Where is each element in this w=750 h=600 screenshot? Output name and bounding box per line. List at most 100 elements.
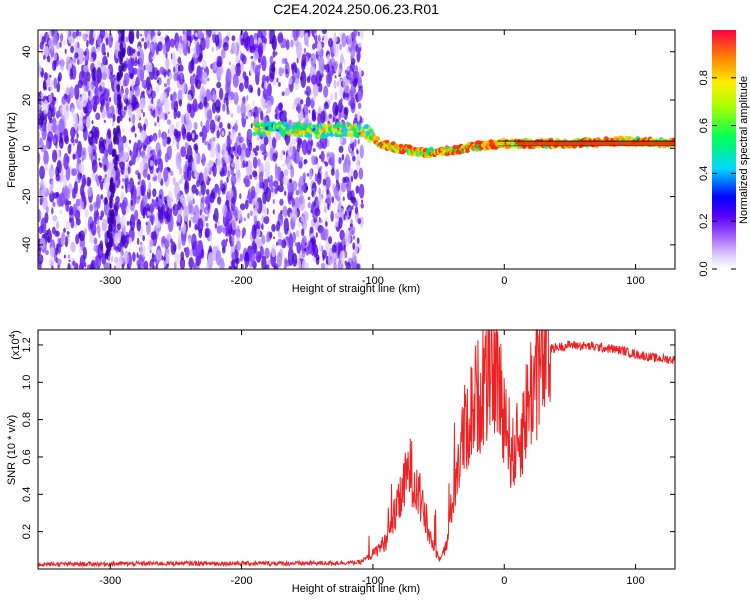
spectrogram-noise-dot	[100, 65, 107, 75]
spectrogram-noise-dot	[246, 95, 249, 101]
spectrogram-noise-dot	[83, 85, 87, 93]
spectrogram-noise-dot	[42, 54, 46, 60]
spectrogram-noise-dot	[195, 79, 202, 90]
spectrogram-y-tick-label: 0	[21, 145, 33, 151]
spectrogram-noise-dot	[200, 248, 205, 259]
spectrogram-noise-dot	[140, 33, 143, 37]
spectrogram-noise-dot	[271, 136, 277, 149]
spectrogram-noise-dot	[141, 194, 148, 207]
spectrogram-noise-dot	[240, 101, 246, 119]
spectrogram-noise-dot	[105, 37, 109, 46]
snr-x-tick-label: -200	[231, 575, 253, 587]
spectrogram-noise-dot	[53, 106, 56, 113]
spectrogram-noise-dot	[87, 144, 93, 154]
spectrogram-noise-dot	[96, 46, 101, 53]
spectrogram-noise-dot	[142, 97, 146, 106]
spectrogram-streak-dot	[109, 178, 114, 187]
spectrogram-noise-dot	[259, 143, 266, 152]
spectrogram-noise-dot	[337, 261, 341, 269]
spectrogram-noise-dot	[335, 169, 340, 181]
spectrogram-noise-dot	[216, 155, 223, 172]
spectrogram-noise-dot	[340, 181, 347, 193]
spectrogram-noise-dot	[126, 183, 131, 193]
spectrogram-noise-dot	[197, 102, 204, 110]
spectrogram-noise-dot	[76, 30, 79, 37]
spectrogram-noise-dot	[328, 236, 333, 244]
spectrogram-noise-dot	[65, 86, 71, 96]
spectrogram-noise-dot	[38, 130, 41, 137]
spectrogram-noise-dot	[192, 216, 196, 224]
spectrogram-noise-dot	[326, 153, 330, 157]
spectrogram-noise-dot	[320, 262, 326, 269]
spectrogram-noise-dot	[350, 196, 357, 204]
spectrogram-noise-dot	[121, 265, 124, 269]
spectrogram-noise-dot	[68, 35, 74, 45]
spectrogram-noise-dot	[91, 120, 94, 125]
spectrogram-noise-dot	[187, 234, 192, 245]
spectrogram-noise-dot	[207, 256, 214, 269]
spectrogram-noise-dot	[142, 111, 145, 118]
colorbar-label: Normalized spectral amplitude	[738, 76, 750, 224]
spectrogram-noise-dot	[195, 240, 201, 256]
spectrogram-noise-dot	[96, 36, 100, 46]
spectrogram-noise-dot	[208, 203, 211, 210]
spectrogram-noise-dot	[231, 251, 237, 261]
spectrogram-noise-dot	[140, 179, 146, 197]
spectrogram-noise-dot	[287, 142, 294, 157]
spectrogram-noise-dot	[138, 195, 141, 200]
spectrogram-noise-dot	[224, 92, 229, 101]
spectrogram-noise-dot	[95, 112, 101, 121]
spectrogram-noise-dot	[181, 124, 186, 137]
spectrogram-noise-dot	[80, 124, 84, 131]
spectrogram-noise-dot	[199, 209, 202, 216]
spectrogram-noise-dot	[317, 113, 322, 125]
spectrogram-noise-dot	[63, 128, 69, 143]
spectrogram-noise-dot	[267, 157, 271, 161]
spectrogram-noise-dot	[173, 100, 179, 113]
spectrogram-noise-dot	[221, 149, 225, 156]
spectrogram-noise-dot	[232, 73, 239, 88]
spectrogram-noise-dot	[136, 218, 142, 232]
spectrogram-noise-dot	[122, 79, 128, 87]
spectrogram-noise-dot	[81, 191, 86, 203]
spectrogram-noise-dot	[169, 170, 174, 176]
spectrogram-noise-dot	[119, 161, 126, 170]
spectrogram-ridge-dot	[343, 127, 349, 133]
spectrogram-noise-dot	[40, 212, 43, 217]
spectrogram-noise-dot	[254, 200, 259, 210]
spectrogram-noise-dot	[49, 175, 53, 180]
spectrogram-noise-dot	[137, 264, 141, 269]
spectrogram-streak-dot	[113, 157, 117, 166]
spectrogram-noise-dot	[255, 51, 260, 60]
spectrogram-noise-dot	[205, 188, 210, 195]
spectrogram-noise-dot	[301, 235, 308, 249]
spectrogram-noise-dot	[148, 62, 153, 73]
spectrogram-noise-dot	[278, 184, 284, 193]
spectrogram-noise-dot	[111, 255, 114, 262]
spectrogram-noise-dot	[273, 180, 279, 188]
spectrogram-noise-dot	[296, 41, 302, 59]
spectrogram-noise-dot	[357, 77, 362, 87]
spectrogram-noise-dot	[53, 97, 57, 102]
spectrogram-noise-dot	[38, 153, 41, 162]
spectrogram-noise-dot	[283, 217, 290, 235]
spectrogram-noise-dot	[255, 145, 260, 152]
spectrogram-noise-dot	[103, 149, 107, 156]
snr-panel: -300 -200 -100 0 100 0.2 0.4 0.6 0.8 1.0 1.2 Heigh…	[6, 329, 676, 595]
spectrogram-noise-dot	[43, 72, 48, 81]
spectrogram-noise-dot	[296, 103, 302, 114]
spectrogram-noise-dot	[280, 112, 286, 123]
spectrogram-noise-dot	[205, 35, 210, 50]
spectrogram-streak-dot	[105, 249, 110, 258]
spectrogram-noise-dot	[258, 181, 263, 189]
spectrogram-noise-dot	[71, 107, 75, 118]
spectrogram-noise-dot	[315, 70, 322, 87]
spectrogram-noise-dot	[101, 155, 107, 165]
spectrogram-noise-dot	[53, 60, 57, 66]
spectrogram-streak-dot	[116, 83, 121, 92]
spectrogram-noise-dot	[250, 248, 256, 264]
spectrogram-noise-dot	[170, 241, 177, 255]
spectrogram-noise-dot	[202, 193, 205, 201]
spectrogram-noise-dot	[154, 122, 157, 127]
spectrogram-noise-dot	[334, 91, 338, 101]
